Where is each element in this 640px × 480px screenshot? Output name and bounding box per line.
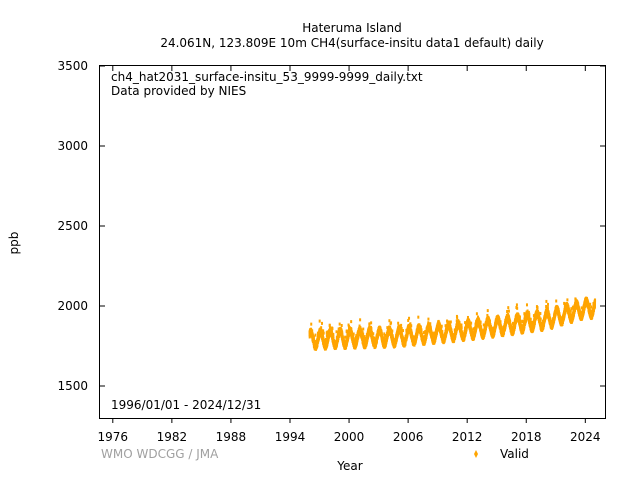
data-point (350, 320, 353, 324)
data-point (337, 337, 340, 341)
data-point (320, 326, 323, 330)
data-point (417, 315, 420, 319)
data-point (341, 331, 344, 335)
data-point (380, 332, 383, 336)
data-point (368, 322, 371, 326)
plot-frame (99, 65, 606, 419)
data-point (350, 327, 353, 331)
data-point (314, 333, 317, 337)
data-point (441, 330, 444, 334)
data-point (440, 327, 443, 331)
data-point (383, 332, 386, 336)
data-point (388, 319, 391, 323)
data-point (311, 329, 314, 333)
data-point (363, 335, 366, 339)
data-point (322, 329, 325, 333)
data-point (410, 324, 413, 328)
data-point (314, 339, 317, 343)
data-point (434, 339, 437, 342)
data-point (312, 335, 315, 339)
data-point (419, 325, 422, 329)
data-point (375, 340, 378, 344)
data-point (320, 321, 323, 325)
data-point (400, 327, 403, 331)
data-point (433, 331, 436, 335)
data-point (391, 329, 394, 333)
data-point (384, 333, 387, 337)
data-point (440, 324, 443, 328)
data-point (415, 334, 418, 338)
data-point (408, 316, 411, 320)
data-point (432, 333, 435, 337)
data-point (328, 324, 331, 328)
data-point (410, 331, 413, 335)
data-point (310, 322, 313, 326)
data-point (407, 318, 410, 322)
data-point (362, 332, 365, 336)
data-point (350, 331, 353, 335)
chart-title: Hateruma Island (302, 21, 402, 35)
data-point (332, 335, 335, 339)
data-point (363, 337, 366, 341)
data-points (308, 296, 597, 351)
data-point (384, 343, 387, 347)
data-point (429, 325, 432, 329)
data-point (356, 339, 359, 343)
data-point (373, 336, 376, 340)
data-point (390, 321, 393, 325)
data-point (372, 332, 375, 336)
data-point (359, 318, 362, 322)
data-point (397, 321, 400, 325)
data-point (340, 324, 343, 327)
data-point (412, 335, 415, 339)
data-point (400, 331, 403, 335)
data-point (429, 322, 432, 326)
data-point (361, 331, 364, 335)
data-point (332, 332, 335, 336)
data-point (382, 336, 385, 340)
data-point (352, 332, 355, 336)
data-point (402, 329, 405, 333)
data-point (344, 335, 347, 339)
chart-subtitle: 24.061N, 123.809E 10m CH4(surface-insitu… (160, 36, 543, 50)
data-point (391, 334, 394, 338)
data-point (370, 327, 373, 331)
data-point (400, 323, 403, 327)
data-point (427, 317, 430, 321)
data-point (386, 326, 389, 330)
data-point (370, 321, 373, 325)
data-point (395, 340, 398, 344)
data-point (316, 343, 319, 347)
data-point (321, 331, 324, 335)
data-point (335, 330, 338, 334)
data-point (409, 322, 412, 326)
data-point (410, 329, 413, 333)
data-point (420, 328, 423, 332)
data-point (422, 331, 425, 335)
data-point (345, 342, 348, 345)
data-point (318, 319, 321, 323)
data-point (425, 335, 428, 339)
data-point (331, 330, 334, 334)
data-point (362, 327, 365, 331)
data-point (385, 338, 388, 342)
data-point (331, 327, 334, 331)
data-point (338, 322, 341, 326)
data-point (370, 330, 373, 334)
data-point (322, 331, 325, 335)
data-point (345, 330, 348, 334)
data-point (414, 339, 417, 343)
data-point (342, 337, 345, 341)
